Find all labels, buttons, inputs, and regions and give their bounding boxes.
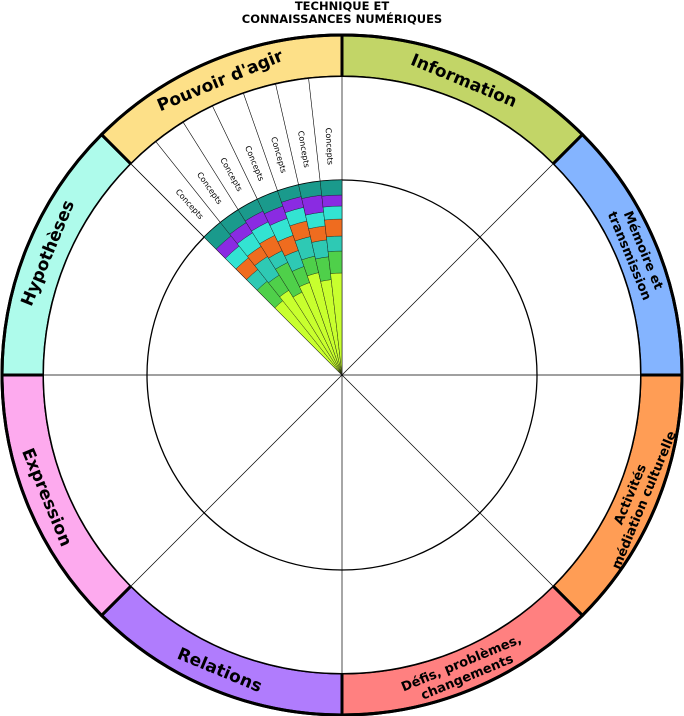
spoke-line xyxy=(341,374,553,586)
title-line-2: CONNAISSANCES NUMÉRIQUES xyxy=(241,12,443,26)
concept-wedge-band xyxy=(308,225,327,243)
concept-wedge-band xyxy=(322,205,343,221)
concept-sector-line xyxy=(212,106,258,200)
concept-wedge-band xyxy=(327,250,343,274)
page-title: TECHNIQUE ET CONNAISSANCES NUMÉRIQUES xyxy=(0,0,684,26)
concept-sector-line xyxy=(183,122,239,211)
concept-wedge-band xyxy=(301,194,324,216)
concept-label: Concepts xyxy=(324,128,335,166)
concept-sector-line xyxy=(131,164,205,238)
concept-wedge-band xyxy=(320,179,343,197)
concept-sector-line xyxy=(308,78,321,182)
concept-sector-line xyxy=(243,93,278,192)
concept-sector-line xyxy=(155,141,221,223)
title-line-1: TECHNIQUE ET xyxy=(294,0,390,13)
spoke-line xyxy=(131,374,343,586)
concept-wedge-band xyxy=(326,235,343,252)
spoke-line xyxy=(341,164,553,376)
concept-sector-line xyxy=(275,84,299,185)
ring-outer-border xyxy=(0,33,684,716)
concept-wedge-band xyxy=(321,194,343,208)
concept-wedge-band xyxy=(324,218,343,238)
